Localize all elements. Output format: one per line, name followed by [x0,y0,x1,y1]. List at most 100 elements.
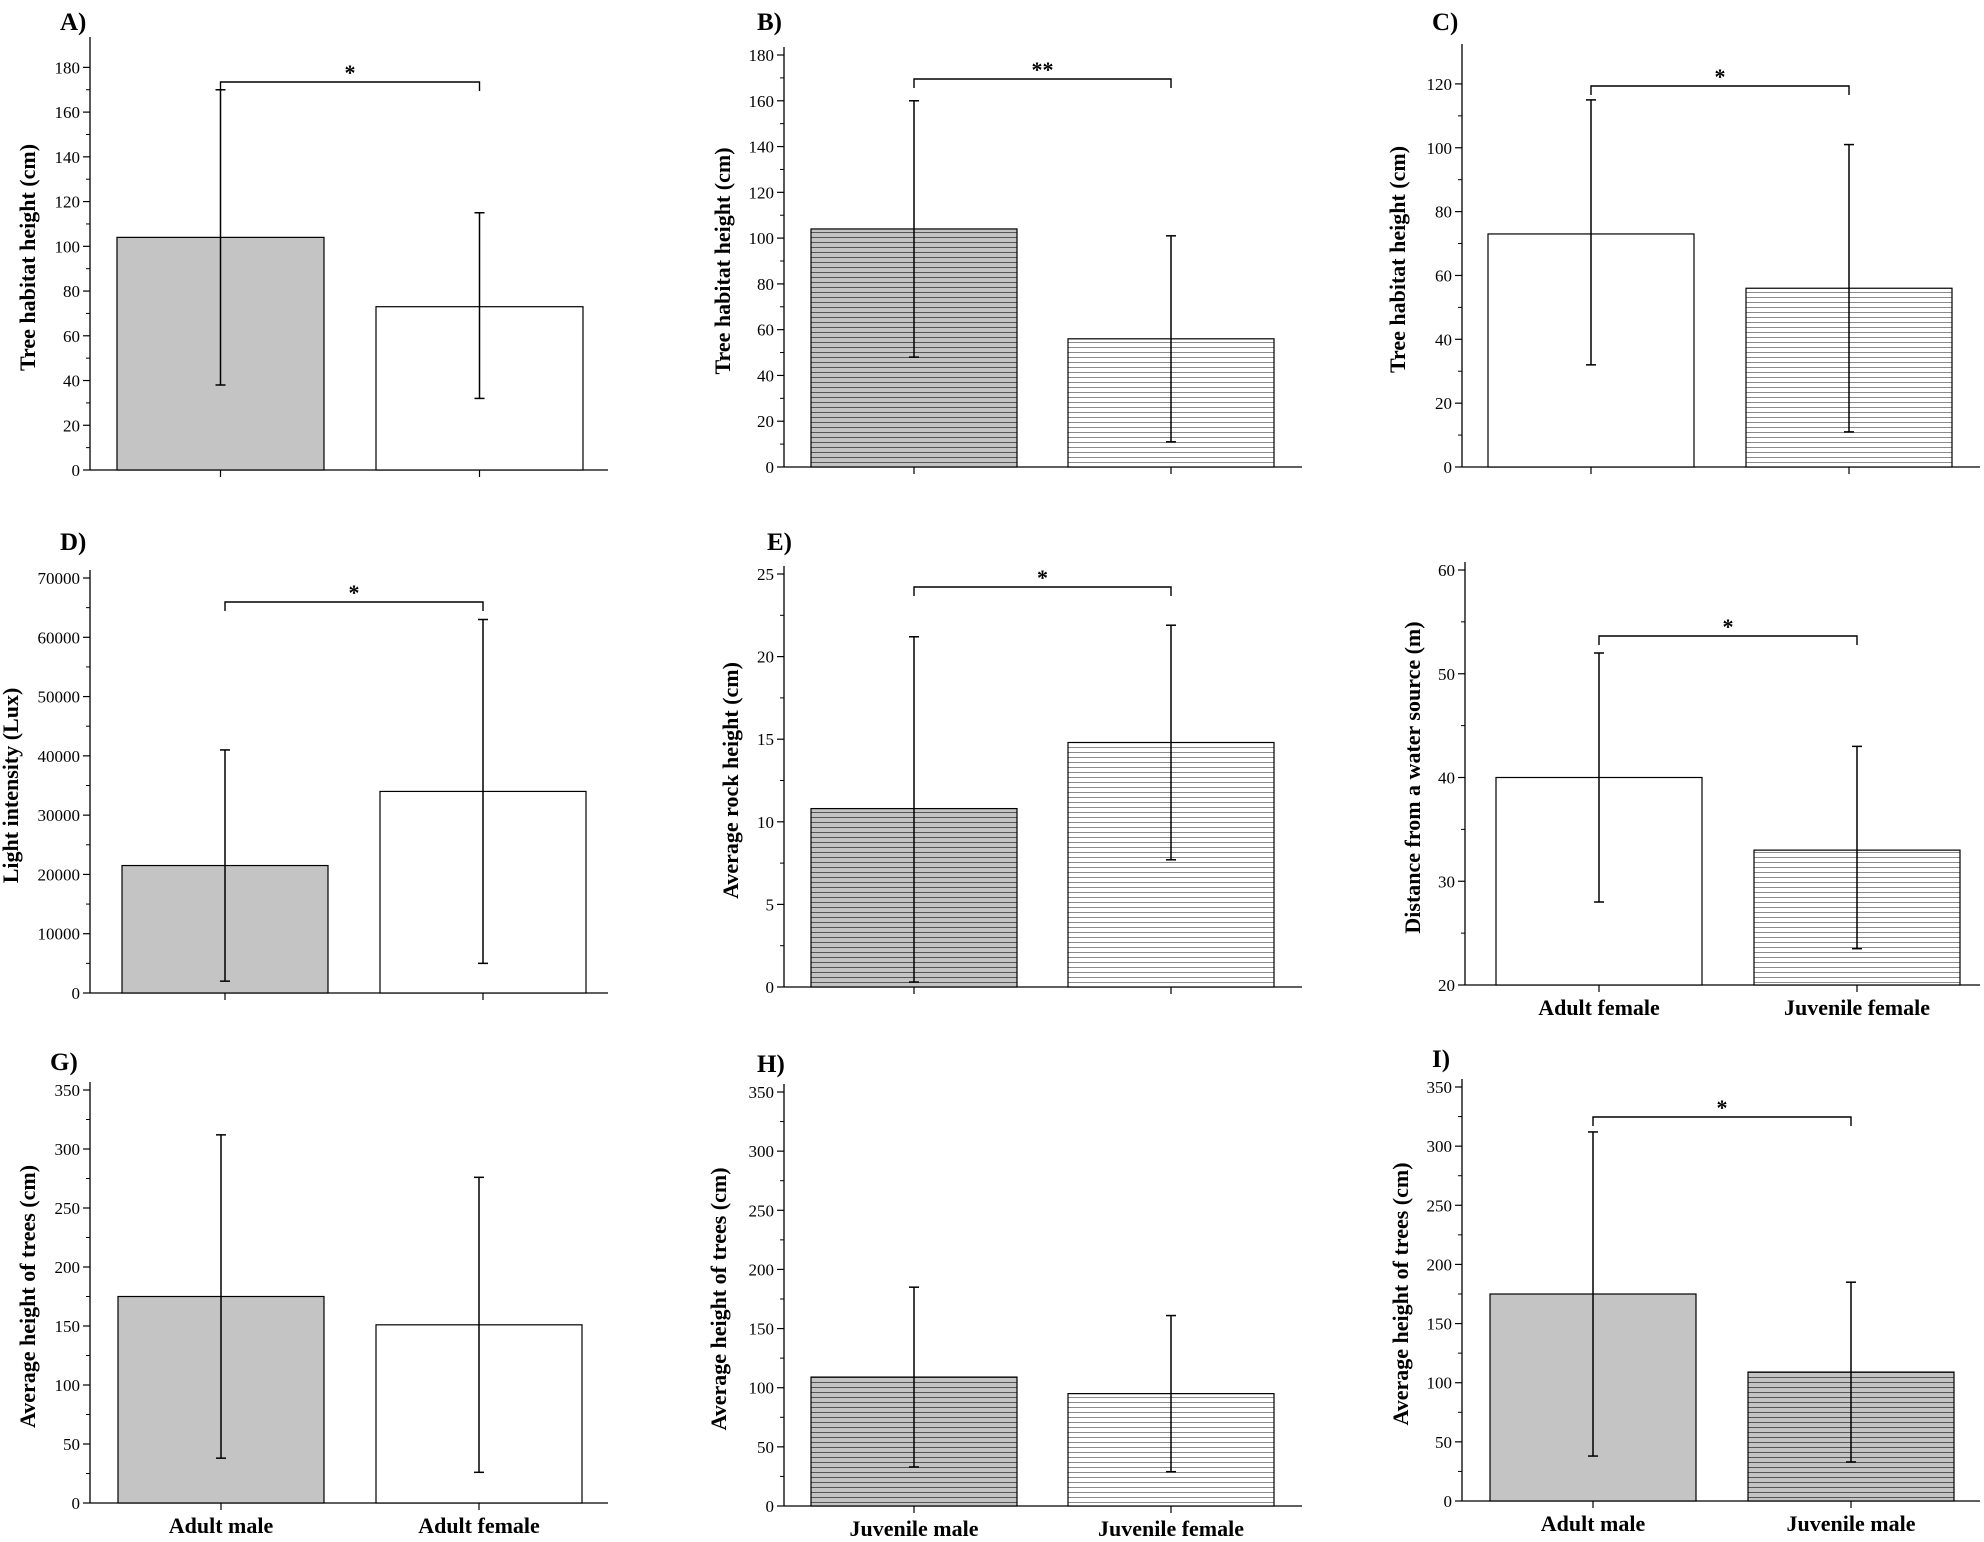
y-tick-label: 150 [749,1320,775,1339]
chart-panel: A) 0 20 40 60 80 100 120 140 160 180 Tree habitat h… [15,9,608,480]
x-category-label: Juvenile male [1787,1511,1916,1536]
y-tick-label: 15 [757,730,774,749]
y-axis-label: Tree habitat height (cm) [710,147,735,374]
significance-bracket [1590,85,1850,95]
y-tick-label: 120 [749,183,775,202]
y-tick-label: 40 [1435,330,1452,349]
y-tick-label: 0 [1444,1492,1453,1511]
x-category-label: Adult female [1538,995,1660,1020]
significance-marker: * [1723,614,1734,639]
panel-label: I) [1432,1046,1450,1073]
y-tick-label: 20 [757,648,774,667]
y-axis-label: Tree habitat height (cm) [1385,146,1410,373]
x-category-label: Juvenile male [850,1516,979,1541]
y-tick-label: 60000 [38,628,81,647]
panel-label: B) [757,9,782,36]
x-category-label: Juvenile female [1784,995,1930,1020]
y-tick-label: 0 [72,1494,81,1513]
y-tick-label: 140 [55,148,81,167]
y-tick-label: 80 [757,275,774,294]
y-axis-label: Average height of trees (cm) [1388,1162,1413,1425]
y-tick-label: 60 [1438,561,1455,580]
y-tick-label: 200 [55,1258,81,1277]
y-tick-label: 300 [55,1140,81,1159]
y-axis-label: Average height of trees (cm) [706,1167,731,1430]
x-category-label: Adult male [169,1513,274,1538]
y-tick-label: 350 [749,1083,775,1102]
y-tick-label: 0 [1444,458,1453,477]
y-tick-label: 160 [55,103,81,122]
significance-bracket [1598,635,1858,645]
chart-panel: C) 0 20 40 60 80 100 120 Tree habitat height (cm… [1385,9,1980,477]
panel-label: A) [60,9,86,36]
panel-label: C) [1432,9,1458,36]
y-tick-label: 25 [757,565,774,584]
significance-bracket [219,81,481,91]
y-tick-label: 180 [55,58,81,77]
y-tick-label: 20 [757,412,774,431]
y-tick-label: 300 [1427,1137,1453,1156]
y-tick-label: 250 [749,1201,775,1220]
y-tick-label: 120 [55,193,81,212]
y-tick-label: 200 [1427,1255,1453,1274]
significance-bracket [913,586,1172,596]
y-tick-label: 5 [766,895,775,914]
y-tick-label: 100 [749,1379,775,1398]
y-tick-label: 40 [63,372,80,391]
y-tick-label: 140 [749,138,775,157]
chart-panel: B) 0 20 40 60 80 100 120 140 160 180 Tree habitat h… [710,9,1302,477]
chart-panel: I) 0 50 100 150 200 250 300 350 Average height of… [1388,1046,1980,1536]
y-tick-label: 80 [1435,203,1452,222]
y-tick-label: 120 [1427,75,1453,94]
y-tick-label: 300 [749,1142,775,1161]
y-tick-label: 30000 [38,806,81,825]
y-tick-label: 50000 [38,688,81,707]
y-tick-label: 100 [1427,139,1453,158]
y-tick-label: 150 [55,1317,81,1336]
y-tick-label: 50 [1438,665,1455,684]
y-axis-label: Light intensity (Lux) [0,688,23,884]
y-tick-label: 200 [749,1260,775,1279]
y-tick-label: 60 [63,327,80,346]
y-tick-label: 60 [1435,266,1452,285]
panel-label: E) [767,529,792,556]
y-axis-label: Average rock height (cm) [718,662,743,899]
y-tick-label: 250 [1427,1196,1453,1215]
significance-marker: ** [1032,57,1054,82]
significance-marker: * [1715,64,1726,89]
y-tick-label: 100 [1427,1374,1453,1393]
significance-bracket [913,78,1172,88]
chart-panel: G) 0 50 100 150 200 250 300 350 Average height of… [15,1049,608,1538]
y-tick-label: 60 [757,321,774,340]
y-tick-label: 20000 [38,865,81,884]
panel-label: G) [50,1049,78,1076]
y-tick-label: 350 [1427,1078,1453,1097]
y-axis-label: Average height of trees (cm) [15,1165,40,1428]
y-tick-label: 180 [749,46,775,65]
y-tick-label: 100 [55,237,81,256]
chart-panel: E) 0 5 10 15 20 25 Average rock height (cm) * [718,529,1302,997]
y-tick-label: 0 [766,1497,775,1516]
y-tick-label: 0 [766,458,775,477]
y-tick-label: 20 [1438,976,1455,995]
y-tick-label: 0 [766,978,775,997]
panel-label: H) [757,1051,785,1078]
y-tick-label: 70000 [38,569,81,588]
significance-marker: * [345,60,356,85]
chart-panel: 20 30 40 50 60 Distance from a water source (… [1400,561,1980,1020]
y-tick-label: 100 [55,1376,81,1395]
significance-bracket [224,601,484,611]
y-axis-label: Distance from a water source (m) [1400,621,1425,933]
significance-marker: * [1717,1095,1728,1120]
y-tick-label: 30 [1438,872,1455,891]
significance-bracket [1592,1116,1852,1126]
x-category-label: Juvenile female [1098,1516,1244,1541]
y-tick-label: 50 [63,1435,80,1454]
y-tick-label: 0 [72,984,81,1003]
panel-label: D) [60,529,86,556]
y-tick-label: 10 [757,813,774,832]
y-tick-label: 10000 [38,925,81,944]
y-tick-label: 50 [757,1438,774,1457]
y-tick-label: 150 [1427,1315,1453,1334]
